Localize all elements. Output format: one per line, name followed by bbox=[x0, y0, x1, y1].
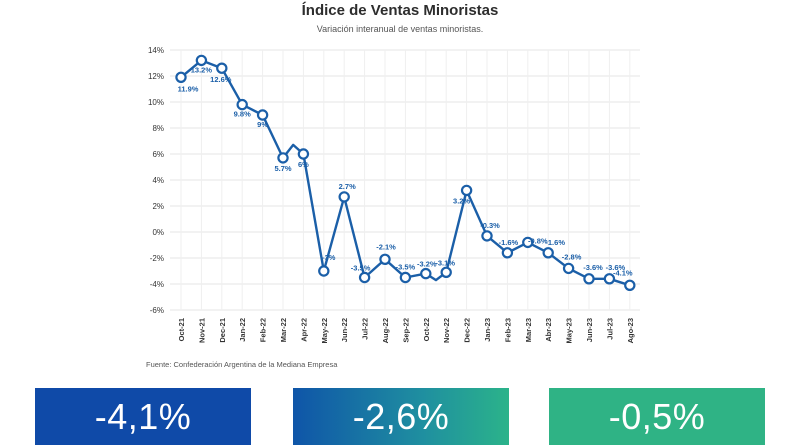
data-point bbox=[440, 266, 452, 278]
data-label: 9.8% bbox=[234, 110, 251, 119]
x-tick-label: Jan-22 bbox=[238, 318, 247, 342]
x-tick-label: Jan-23 bbox=[483, 318, 492, 342]
data-label: -2.1% bbox=[376, 242, 396, 251]
y-tick-label: 14% bbox=[148, 46, 164, 55]
metric-card-2: -2,6% bbox=[293, 388, 509, 445]
data-point bbox=[399, 271, 412, 284]
data-point bbox=[256, 109, 269, 121]
data-label: 3.2% bbox=[453, 196, 470, 205]
data-point bbox=[338, 191, 350, 203]
data-label: -3.6% bbox=[583, 263, 603, 272]
data-label: 6% bbox=[298, 160, 309, 169]
x-tick-label: Mar-23 bbox=[524, 318, 533, 342]
data-label: -1.6% bbox=[545, 238, 565, 247]
data-point bbox=[583, 273, 595, 285]
y-tick-label: 12% bbox=[148, 72, 164, 81]
x-tick-label: May-22 bbox=[320, 318, 329, 343]
x-tick-label: Dec-21 bbox=[218, 318, 227, 343]
data-point bbox=[297, 148, 310, 160]
x-tick-label: Feb-22 bbox=[259, 318, 268, 342]
data-point bbox=[277, 152, 289, 164]
data-point bbox=[420, 267, 432, 280]
x-tick-label: Jun-22 bbox=[340, 318, 349, 342]
x-tick-label: Apr-22 bbox=[299, 318, 308, 342]
data-label: 9% bbox=[257, 120, 268, 129]
x-tick-label: Nov-22 bbox=[442, 318, 451, 343]
data-point bbox=[379, 253, 391, 265]
y-tick-label: 2% bbox=[152, 202, 164, 211]
data-label: -3.1% bbox=[435, 258, 455, 267]
x-tick-label: Jul-23 bbox=[605, 318, 614, 340]
data-point bbox=[460, 184, 473, 197]
data-point bbox=[358, 271, 371, 284]
data-label: 11.9% bbox=[178, 84, 199, 93]
data-label: -0.8% bbox=[528, 236, 548, 245]
y-tick-label: 4% bbox=[152, 176, 164, 185]
y-tick-label: 0% bbox=[152, 228, 164, 237]
data-point bbox=[481, 230, 493, 242]
x-tick-label: Oct-22 bbox=[422, 318, 431, 341]
y-tick-label: 10% bbox=[148, 98, 164, 107]
x-tick-label: Abr-23 bbox=[544, 318, 553, 342]
data-point bbox=[562, 262, 575, 275]
x-tick-label: Jun-23 bbox=[585, 318, 594, 342]
y-tick-label: -6% bbox=[150, 306, 164, 315]
x-tick-label: Oct-21 bbox=[177, 318, 186, 341]
data-label: -3.2% bbox=[417, 260, 437, 269]
x-tick-label: Jul-22 bbox=[361, 318, 370, 340]
data-point bbox=[216, 62, 228, 74]
line-chart: 14% 12% 10% 8% 6% 4% 2% 0% -2% -4% -6% Oct-21 Nov-21… bbox=[148, 46, 640, 343]
data-label: -4.1% bbox=[613, 268, 633, 277]
data-label: -3% bbox=[322, 253, 336, 262]
chart-subtitle: Variación interanual de ventas minorista… bbox=[316, 24, 484, 34]
y-tick-label: -4% bbox=[150, 280, 164, 289]
metric-card-1: -4,1% bbox=[35, 388, 251, 445]
data-label: -3.6% bbox=[606, 263, 626, 272]
y-tick-label: 8% bbox=[152, 124, 164, 133]
data-point bbox=[542, 247, 554, 259]
x-tick-label: Sep-22 bbox=[401, 318, 410, 343]
x-tick-label: Dec-22 bbox=[463, 318, 472, 343]
x-tick-label: Nov-21 bbox=[197, 318, 206, 343]
metric-card-3: -0,5% bbox=[549, 388, 765, 445]
data-point bbox=[175, 71, 187, 84]
data-point bbox=[603, 273, 616, 285]
data-label: -1.6% bbox=[499, 238, 519, 247]
data-label: 12.6% bbox=[210, 75, 232, 84]
x-tick-label: May-23 bbox=[565, 318, 574, 343]
data-label: 5.7% bbox=[274, 164, 291, 173]
source-note: Fuente: Confederación Argentina de la Me… bbox=[146, 360, 338, 369]
y-tick-label: -2% bbox=[150, 254, 164, 263]
data-label: -3.5% bbox=[396, 263, 416, 272]
y-tick-label: 6% bbox=[152, 150, 164, 159]
data-point bbox=[522, 236, 534, 249]
x-tick-label: Feb-23 bbox=[503, 318, 512, 342]
data-point bbox=[318, 265, 330, 277]
data-label: -2.8% bbox=[562, 252, 582, 261]
data-label: -0.3% bbox=[480, 221, 500, 230]
x-tick-label: Aug-22 bbox=[381, 318, 390, 343]
x-tick-label: Ago-23 bbox=[626, 318, 635, 343]
x-tick-label: Mar-22 bbox=[279, 318, 288, 342]
data-point bbox=[501, 247, 514, 259]
chart-title: Índice de Ventas Minoristas bbox=[301, 2, 499, 19]
data-label: -3.5% bbox=[351, 264, 371, 273]
data-point bbox=[195, 54, 208, 67]
data-point bbox=[236, 98, 248, 111]
data-label: 2.7% bbox=[339, 182, 356, 191]
data-point bbox=[624, 279, 636, 291]
data-label: 13.2% bbox=[191, 65, 213, 74]
